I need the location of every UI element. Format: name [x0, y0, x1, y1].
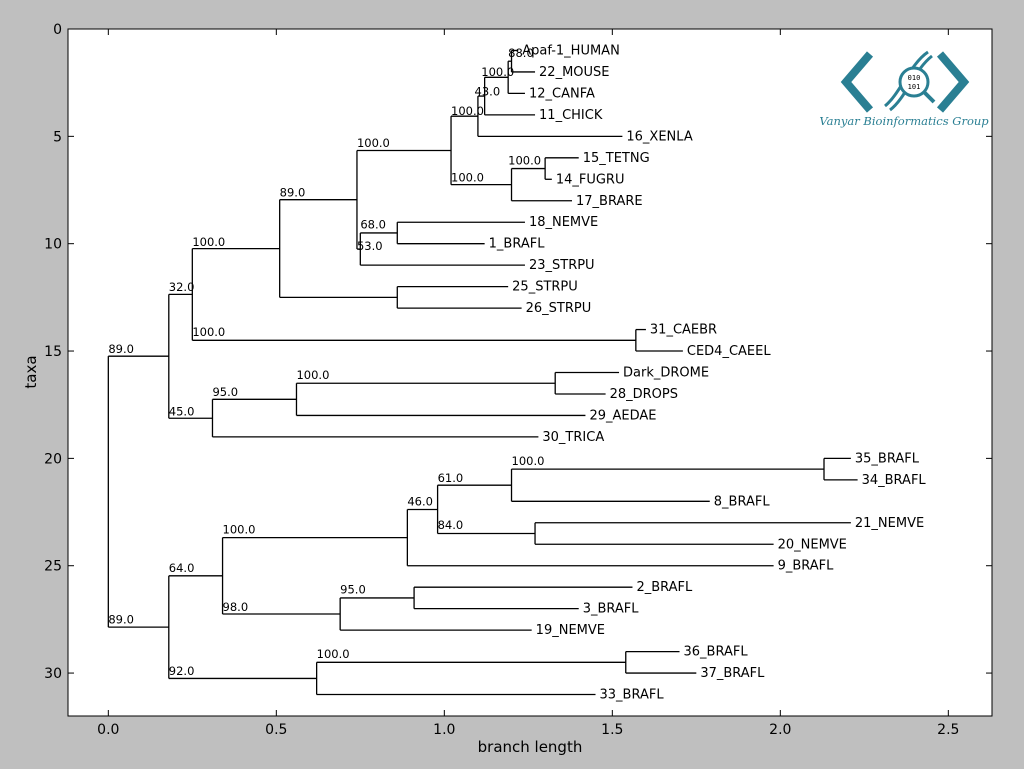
leaf-label: 33_BRAFL: [600, 688, 665, 703]
x-tick-label: 2.0: [769, 722, 791, 738]
y-tick-label: 0: [53, 22, 62, 38]
leaf-label: 3_BRAFL: [583, 602, 640, 617]
support-value: 100.0: [512, 454, 545, 468]
logo-left-chevron-icon: [840, 51, 874, 113]
support-value: 100.0: [192, 325, 225, 339]
leaf-label: 31_CAEBR: [650, 323, 717, 338]
support-value: 61.0: [438, 471, 464, 485]
leaf-label: 17_BRARE: [576, 194, 643, 209]
support-value: 92.0: [169, 664, 195, 678]
support-value: 100.0: [296, 368, 329, 382]
support-value: 100.0: [481, 65, 514, 79]
x-tick-label: 0.0: [97, 722, 119, 738]
leaf-label: 37_BRAFL: [700, 666, 765, 681]
branches: [107, 49, 858, 696]
y-tick-label: 30: [44, 666, 62, 682]
axes-frame: [67, 28, 993, 717]
support-value: 88.0: [508, 46, 534, 60]
leaf-labels: Apaf-1_HUMAN 22_MOUSE 12_CANFA 11_CHICK 16_X…: [489, 43, 927, 702]
x-axis-title: branch length: [478, 738, 583, 756]
leaf-label: Apaf-1_HUMAN: [522, 43, 620, 58]
logo-right-chevron-icon: [936, 51, 970, 113]
support-value: 84.0: [438, 518, 464, 532]
support-value: 100.0: [451, 170, 484, 184]
x-tick-label: 1.0: [433, 722, 455, 738]
leaf-label: 19_NEMVE: [536, 623, 605, 638]
x-tick-label: 1.5: [601, 722, 623, 738]
leaf-label: 22_MOUSE: [539, 65, 609, 80]
leaf-label: 14_FUGRU: [556, 172, 625, 187]
leaf-label: 30_TRICA: [542, 430, 604, 445]
y-tick-label: 5: [53, 129, 62, 145]
x-tick-label: 2.5: [937, 722, 959, 738]
support-value: 100.0: [192, 235, 225, 249]
support-value: 46.0: [407, 495, 433, 509]
leaf-label: 8_BRAFL: [714, 494, 771, 509]
y-tick-label: 10: [44, 237, 62, 253]
leaf-label: 34_BRAFL: [862, 473, 927, 488]
support-value: 95.0: [340, 583, 366, 597]
support-value: 89.0: [108, 613, 134, 627]
leaf-label: 9_BRAFL: [778, 559, 835, 574]
leaf-label: 23_STRPU: [529, 258, 595, 273]
leaf-label: 1_BRAFL: [489, 237, 546, 252]
support-value: 89.0: [280, 185, 306, 199]
support-value: 100.0: [508, 153, 541, 167]
y-tick-label: 20: [44, 451, 62, 467]
support-value: 100.0: [357, 136, 390, 150]
leaf-label: 26_STRPU: [526, 301, 592, 316]
axes-background: [68, 29, 992, 716]
logo-glyph-top: 010: [908, 74, 921, 82]
support-value: 95.0: [212, 385, 238, 399]
support-value: 53.0: [357, 239, 383, 253]
leaf-label: 29_AEDAE: [589, 408, 656, 423]
leaf-label: 15_TETNG: [583, 151, 650, 166]
support-value: 43.0: [475, 85, 501, 99]
vanyar-logo: 010 101 Vanyar Bioinformatics Group: [819, 50, 989, 128]
support-value: 100.0: [451, 104, 484, 118]
leaf-label: 12_CANFA: [529, 86, 595, 101]
y-axis-ticks: 0 5 10 15 20 25 30: [44, 22, 992, 682]
support-value: 98.0: [223, 600, 249, 614]
support-value: 68.0: [360, 218, 386, 232]
support-labels: 88.0 100.0 43.0 100.0 100.0 100.0 68.0 53.0 100.…: [108, 46, 544, 678]
leaf-label: 18_NEMVE: [529, 215, 598, 230]
support-value: 100.0: [317, 647, 350, 661]
leaf-label: Dark_DROME: [623, 366, 709, 381]
support-value: 45.0: [169, 404, 195, 418]
logo-magnifier-icon: [898, 66, 930, 98]
y-tick-label: 15: [44, 344, 62, 360]
leaf-label: 25_STRPU: [512, 280, 578, 295]
leaf-label: 35_BRAFL: [855, 451, 920, 466]
leaf-label: 28_DROPS: [610, 387, 678, 402]
leaf-label: 36_BRAFL: [684, 645, 749, 660]
leaf-label: 11_CHICK: [539, 108, 603, 123]
support-value: 89.0: [108, 342, 134, 356]
y-tick-label: 25: [44, 559, 62, 575]
logo-glyph-bottom: 101: [908, 83, 921, 91]
leaf-label: 20_NEMVE: [778, 537, 847, 552]
x-axis-ticks: 0.0 0.5 1.0 1.5 2.0 2.5: [97, 29, 959, 738]
y-axis-title: taxa: [22, 355, 40, 388]
x-tick-label: 0.5: [265, 722, 287, 738]
leaf-label: 21_NEMVE: [855, 516, 924, 531]
leaf-label: 16_XENLA: [626, 129, 692, 144]
leaf-label: 2_BRAFL: [636, 580, 693, 595]
logo-magnifier-handle: [922, 90, 936, 104]
support-value: 64.0: [169, 561, 195, 575]
support-value: 32.0: [169, 280, 195, 294]
support-value: 100.0: [223, 523, 256, 537]
leaf-label: CED4_CAEEL: [687, 344, 771, 359]
logo-text: Vanyar Bioinformatics Group: [819, 114, 989, 128]
